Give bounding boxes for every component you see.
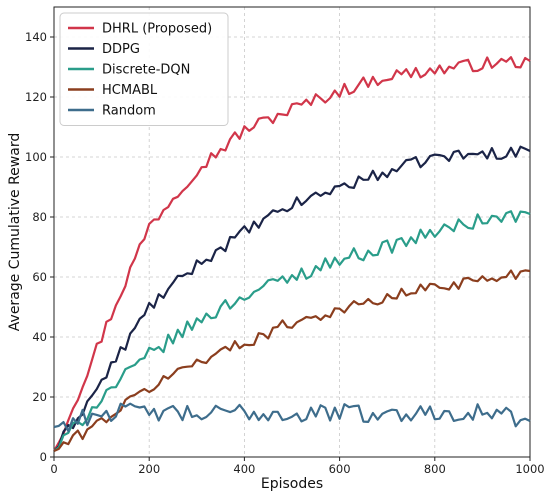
x-tick-label: 200: [138, 462, 160, 476]
x-axis-label: Episodes: [261, 476, 323, 492]
series-line: [53, 269, 531, 453]
legend-label: Random: [102, 104, 156, 119]
y-tick-label: 100: [25, 150, 47, 164]
legend-box: [59, 12, 229, 126]
series-layer: [53, 56, 531, 453]
y-tick-label: 80: [32, 210, 47, 224]
y-tick-label: 140: [25, 30, 47, 44]
series-line: [53, 145, 531, 452]
x-tick-label: 400: [233, 462, 255, 476]
legend: DHRL (Proposed) DDPG Discrete-DQN HCMABL Ran…: [59, 12, 229, 126]
y-axis-label: Average Cumulative Reward: [7, 133, 23, 331]
series-line: [53, 56, 531, 452]
series-line: [53, 210, 531, 452]
plot-frame: [53, 6, 531, 458]
x-tick-label: 800: [424, 462, 446, 476]
x-tick-label: 0: [50, 462, 57, 476]
legend-label: DDPG: [102, 42, 140, 57]
legend-label: Discrete-DQN: [102, 63, 190, 78]
y-tick-label: 120: [25, 90, 47, 104]
x-tick-label: 600: [329, 462, 351, 476]
legend-label: HCMABL: [102, 83, 158, 98]
series-line: [53, 402, 531, 433]
y-tick-label: 60: [32, 270, 47, 284]
y-tick-label: 40: [32, 330, 47, 344]
y-tick-label: 20: [32, 390, 47, 404]
y-tick-label: 0: [40, 450, 47, 464]
ticks: 0 200 400 600 800 1000 0 20 40 60 80 100 120 140: [25, 30, 545, 476]
legend-label: DHRL (Proposed): [102, 22, 212, 37]
x-tick-label: 1000: [515, 462, 544, 476]
